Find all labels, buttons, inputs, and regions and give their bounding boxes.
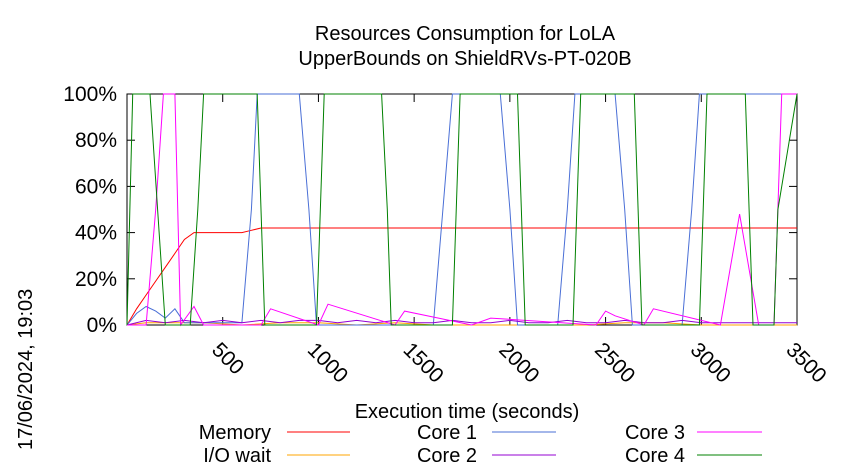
y-tick-label: 40% <box>75 222 117 245</box>
y-tick-label: 100% <box>63 83 117 106</box>
x-tick-label: 3000 <box>686 338 735 387</box>
y-axis-ticks: 0% 20% 40% 60% 80% 100% <box>63 83 797 337</box>
x-tick-label: 2000 <box>494 338 543 387</box>
x-tick-label: 1000 <box>303 338 352 387</box>
x-tick-label: 1500 <box>399 338 448 387</box>
legend-label-core-1: Core 1 <box>417 422 477 444</box>
x-tick-label: 3500 <box>781 338 830 387</box>
plot-frame <box>126 93 798 326</box>
chart-title-line1: Resources Consumption for LoLA <box>315 23 616 45</box>
y-tick-label: 60% <box>75 175 117 198</box>
legend-label-i-o-wait: I/O wait <box>203 445 271 467</box>
x-tick-label: 500 <box>207 338 248 379</box>
x-axis-label: Execution time (seconds) <box>355 401 580 423</box>
legend-label-core-2: Core 2 <box>417 445 477 467</box>
x-tick-label: 2500 <box>590 338 639 387</box>
series-line-core-3 <box>127 93 797 327</box>
y-tick-label: 0% <box>87 314 117 337</box>
series-line-core-1 <box>126 93 797 326</box>
y-tick-label: 80% <box>75 129 117 152</box>
series-line-memory <box>126 227 797 326</box>
legend-label-core-3: Core 3 <box>625 422 685 444</box>
chart-title-line2: UpperBounds on ShieldRVs-PT-020B <box>298 48 631 70</box>
series-lines <box>126 93 798 327</box>
timestamp: 17/06/2024, 19:03 <box>15 289 37 450</box>
series-line-core-4 <box>126 93 798 326</box>
series-line-core-2 <box>126 319 797 326</box>
legend-label-core-4: Core 4 <box>625 445 685 467</box>
legend-label-memory: Memory <box>199 422 271 444</box>
y-tick-label: 20% <box>75 268 117 291</box>
